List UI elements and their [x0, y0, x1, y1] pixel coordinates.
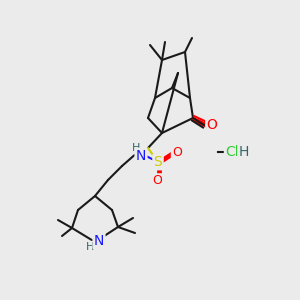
Text: O: O	[207, 118, 218, 132]
Text: H: H	[132, 143, 140, 153]
Text: S: S	[154, 155, 162, 169]
Text: H: H	[239, 145, 249, 159]
Text: O: O	[172, 146, 182, 160]
Text: H: H	[86, 242, 94, 252]
Text: N: N	[94, 234, 104, 248]
Text: Cl: Cl	[225, 145, 239, 159]
Text: O: O	[152, 175, 162, 188]
Text: N: N	[136, 149, 146, 163]
